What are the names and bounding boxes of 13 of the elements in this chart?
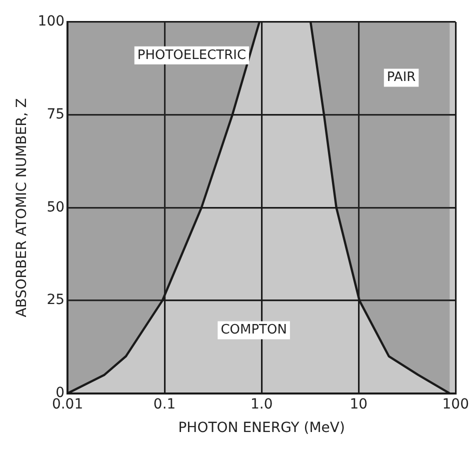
y-tick-label: 75 — [46, 106, 65, 122]
y-axis-title: ABSORBER ATOMIC NUMBER, Z — [14, 98, 30, 318]
y-tick-label: 50 — [46, 199, 65, 216]
x-tick-label: 100 — [442, 396, 470, 412]
y-tick-label: 100 — [38, 14, 65, 30]
annotation: PAIR — [386, 70, 416, 86]
annotation: PHOTOELECTRIC — [137, 48, 246, 63]
x-tick-label: 1.0 — [250, 396, 273, 412]
annotation: COMPTON — [220, 322, 287, 338]
y-tick-label: 25 — [46, 292, 65, 308]
x-tick-label: 10 — [350, 396, 368, 412]
x-tick-label: 0.1 — [153, 396, 176, 412]
x-axis-title: PHOTON ENERGY (MeV) — [178, 420, 345, 436]
